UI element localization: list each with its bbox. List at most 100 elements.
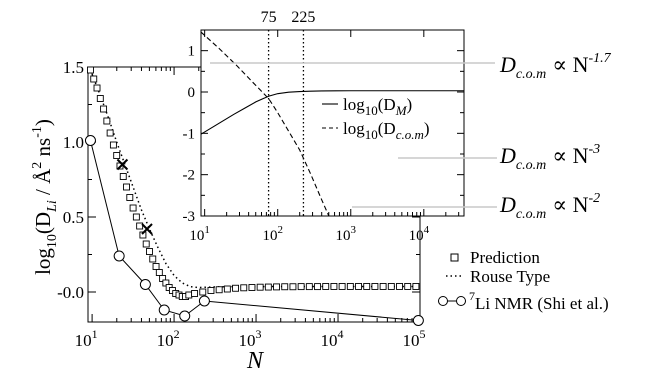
inset-ticks (201, 29, 464, 217)
inset-y-tick-label: -2 (183, 168, 196, 184)
main-x-tick-base: 10 (157, 331, 174, 350)
main-x-tick-exp: 5 (420, 327, 426, 341)
inset-x-tick-exp: 3 (351, 224, 357, 236)
nmr-point (412, 315, 424, 326)
inset-y-tick-label: -3 (183, 209, 196, 225)
main-x-tick-base: 10 (239, 331, 256, 350)
prediction-point (132, 213, 140, 221)
inset-x-tick-exp: 4 (424, 224, 430, 236)
legend-prediction-marker (450, 253, 459, 262)
annotations: Dc.o.m ∝ N-1.7 Dc.o.m ∝ N-3 Dc.o.m ∝ N-2 (499, 51, 612, 222)
main-x-tick-exp: 1 (92, 327, 98, 341)
prediction-point (273, 283, 280, 291)
prediction-point (123, 183, 130, 191)
prediction-point (387, 283, 395, 290)
inset-x-tick-exp: 2 (277, 224, 283, 236)
prediction-point (240, 284, 248, 292)
prediction-point (232, 284, 240, 292)
legend-prediction-label: Prediction (470, 248, 540, 267)
annotation-scaling-1: Dc.o.m ∝ N-1.7 (499, 51, 612, 82)
prediction-point (129, 204, 137, 212)
inset-y-tick-label: -1 (183, 126, 196, 142)
prediction-point (155, 269, 163, 276)
prediction-point (379, 283, 387, 290)
main-x-tick-label: 103 (239, 327, 262, 350)
main-legend: Prediction Rouse Type 7Li NMR (Shi et al… (438, 248, 609, 313)
prediction-point (136, 222, 144, 230)
main-x-tick-base: 10 (321, 331, 338, 350)
main-y-tick-label: -0.0 (57, 283, 84, 302)
inset-dcom-line (200, 31, 330, 217)
prediction-point (338, 283, 346, 290)
inset-top-tick-label: 75 (261, 9, 277, 26)
inset-x-tick-base: 10 (336, 228, 351, 244)
prediction-point (93, 84, 101, 92)
nmr-point (158, 304, 170, 316)
inset-top-tick-label: 225 (291, 9, 315, 26)
inset-top-tick-labels: 75 225 (261, 9, 316, 26)
prediction-point (396, 283, 403, 290)
prediction-point (305, 283, 313, 291)
annotation-scaling-3: Dc.o.m ∝ N-2 (499, 191, 600, 222)
main-x-tick-label: 105 (403, 327, 426, 350)
inset-y-tick-labels: -3 -2 -1 0 1 (183, 44, 196, 225)
nmr-point (139, 279, 151, 290)
main-x-tick-base: 10 (403, 331, 420, 350)
annotation-scaling-2: Dc.o.m ∝ N-3 (499, 142, 600, 173)
inset-x-tick-base: 10 (409, 228, 424, 244)
main-marks (84, 66, 424, 326)
main-x-tick-exp: 4 (338, 327, 344, 341)
inset-x-tick-label: 104 (409, 224, 430, 244)
prediction-point (113, 152, 121, 159)
inset-marks (200, 30, 464, 217)
inset-x-tick-label: 103 (336, 224, 357, 244)
prediction-point (371, 283, 379, 290)
inset-x-tick-label: 101 (189, 224, 210, 244)
inset-chart: 101 102 103 104 -3-2-101 75 225 log10(DM) lo… (183, 9, 465, 244)
main-x-tick-labels: 101 102 103 104 105 (75, 327, 426, 350)
inset-legend: log10(DM) log10(Dc.o.m) (322, 95, 430, 142)
legend-nmr-marker-left (438, 296, 448, 306)
inset-legend-dcom-label: log10(Dc.o.m) (343, 119, 430, 142)
legend-rouse-label: Rouse Type (470, 267, 550, 286)
prediction-point (87, 66, 94, 74)
prediction-point (185, 291, 193, 299)
nmr-point (179, 310, 191, 322)
main-x-tick-exp: 3 (256, 327, 262, 341)
nmr-point (113, 250, 125, 262)
prediction-point (126, 194, 134, 201)
prediction-point (355, 283, 362, 290)
prediction-point (223, 285, 231, 293)
prediction-point (264, 283, 272, 291)
inset-dm-line (200, 90, 464, 135)
prediction-point (215, 286, 223, 294)
legend-nmr-label: 7Li NMR (Shi et al.) (469, 289, 609, 313)
inset-plot-frame (200, 29, 465, 217)
prediction-point (346, 283, 354, 290)
legend-nmr-marker-right (456, 296, 466, 306)
inset-x-tick-base: 10 (262, 228, 277, 244)
cross-point (141, 223, 153, 235)
inset-legend-dm-label: log10(DM) (343, 95, 412, 118)
prediction-point (96, 95, 104, 102)
prediction-point (191, 290, 199, 297)
inset-x-tick-labels: 101 102 103 104 (189, 224, 429, 244)
prediction-point (412, 283, 420, 290)
prediction-point (149, 255, 157, 263)
main-x-tick-label: 102 (157, 327, 180, 350)
main-y-tick-labels: -0.0 0.5 1.0 1.5 (57, 58, 84, 302)
main-x-tick-base: 10 (75, 331, 92, 350)
prediction-point (404, 283, 412, 290)
main-x-axis-label: N (246, 348, 265, 372)
prediction-point (248, 284, 256, 291)
inset-x-tick-label: 102 (262, 224, 283, 244)
inset-y-tick-label: 0 (188, 85, 196, 101)
prediction-point (207, 287, 215, 294)
inset-x-tick-base: 10 (189, 228, 204, 244)
prediction-point (142, 240, 150, 248)
main-y-tick-label: 1.0 (63, 133, 84, 152)
prediction-point (90, 75, 98, 83)
prediction-point (322, 283, 330, 290)
main-y-axis-label: log10(DLi / Å2 ns-1) (30, 119, 60, 275)
